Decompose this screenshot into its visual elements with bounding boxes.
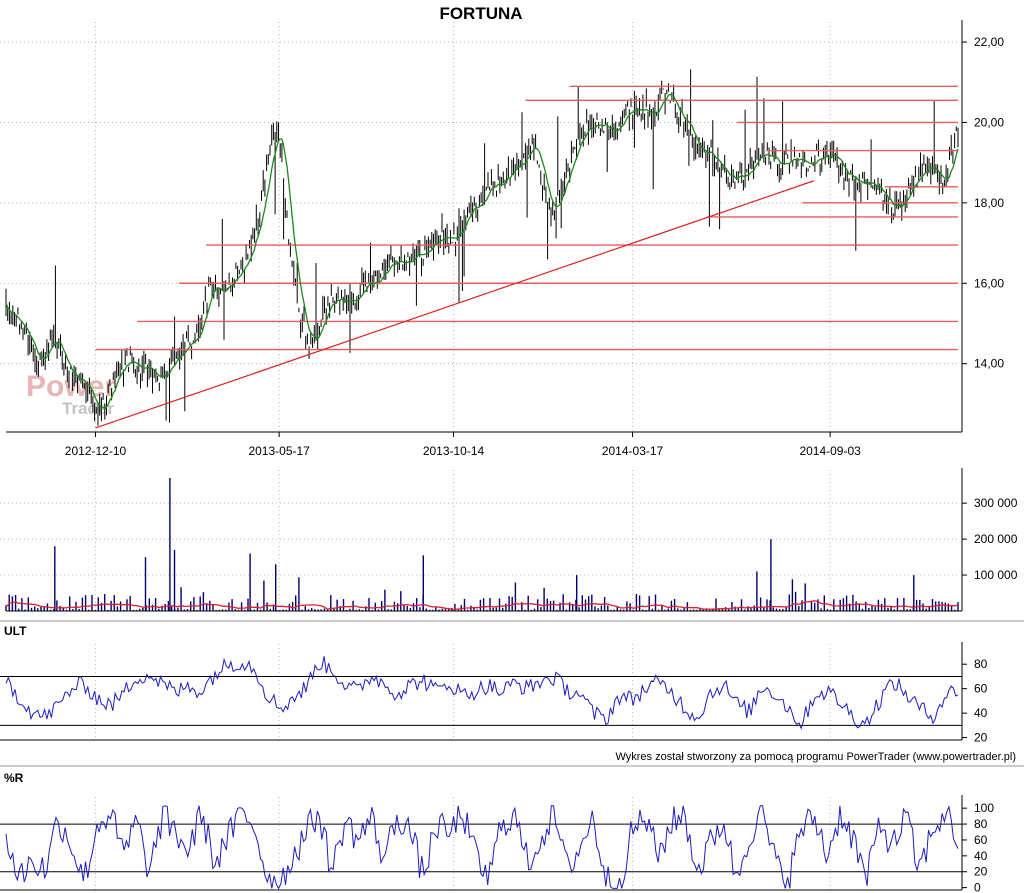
y-tick-label: 0 (974, 881, 981, 893)
y-tick-label: 40 (974, 706, 988, 720)
williams-r-panel-label: %R (4, 771, 24, 785)
y-tick-label: 60 (974, 833, 988, 847)
y-tick-label: 22,00 (974, 35, 1004, 49)
williams-r-line (0, 805, 962, 890)
y-tick-label: 20 (974, 865, 988, 879)
volume-average-line (5, 600, 959, 611)
ult-grid (95, 644, 831, 740)
trend-line (95, 180, 815, 429)
y-tick-label: 16,00 (974, 276, 1004, 290)
x-tick-label: 2013-05-17 (248, 444, 310, 458)
y-tick-label: 200 000 (974, 532, 1018, 546)
y-tick-label: 40 (974, 849, 988, 863)
oscillator-line (5, 805, 959, 890)
ult-axes: 20 40 60 80 (0, 642, 988, 745)
volume-axes: 100 000 200 000 300 000 (6, 468, 1018, 612)
panel-frames (0, 620, 1024, 767)
y-tick-label: 100 (974, 801, 994, 815)
x-tick-label: 2014-03-17 (602, 444, 664, 458)
price-candles (5, 69, 959, 426)
oscillator-line (5, 656, 959, 730)
y-tick-label: 80 (974, 657, 988, 671)
y-tick-label: 14,00 (974, 357, 1004, 371)
volume-grid (0, 470, 958, 611)
x-tick-label: 2012-12-10 (65, 444, 127, 458)
x-tick-label: 2014-09-03 (799, 444, 861, 458)
ult-panel-label: ULT (4, 624, 27, 638)
trend-line (95, 180, 815, 429)
y-tick-label: 100 000 (974, 568, 1018, 582)
y-tick-label: 18,00 (974, 196, 1004, 210)
moving-average (5, 93, 959, 410)
y-tick-label: 60 (974, 682, 988, 696)
williams-r-axes: 0 20 40 60 80 100 (0, 795, 994, 893)
chart-title: FORTUNA (439, 4, 522, 23)
x-tick-label: 2013-10-14 (423, 444, 485, 458)
price-axes: 14,00 16,00 18,00 20,00 22,00 2012-12-10 2013-… (6, 20, 1004, 458)
support-levels (95, 85, 958, 351)
y-tick-label: 20,00 (974, 115, 1004, 129)
volume-bars (5, 478, 959, 611)
ult-line (0, 656, 962, 730)
y-tick-label: 300 000 (974, 496, 1018, 510)
y-tick-label: 20 (974, 731, 988, 745)
y-tick-label: 80 (974, 817, 988, 831)
credit-text: Wykres został stworzony za pomocą progra… (615, 751, 1016, 763)
moving-average-line (5, 93, 959, 410)
